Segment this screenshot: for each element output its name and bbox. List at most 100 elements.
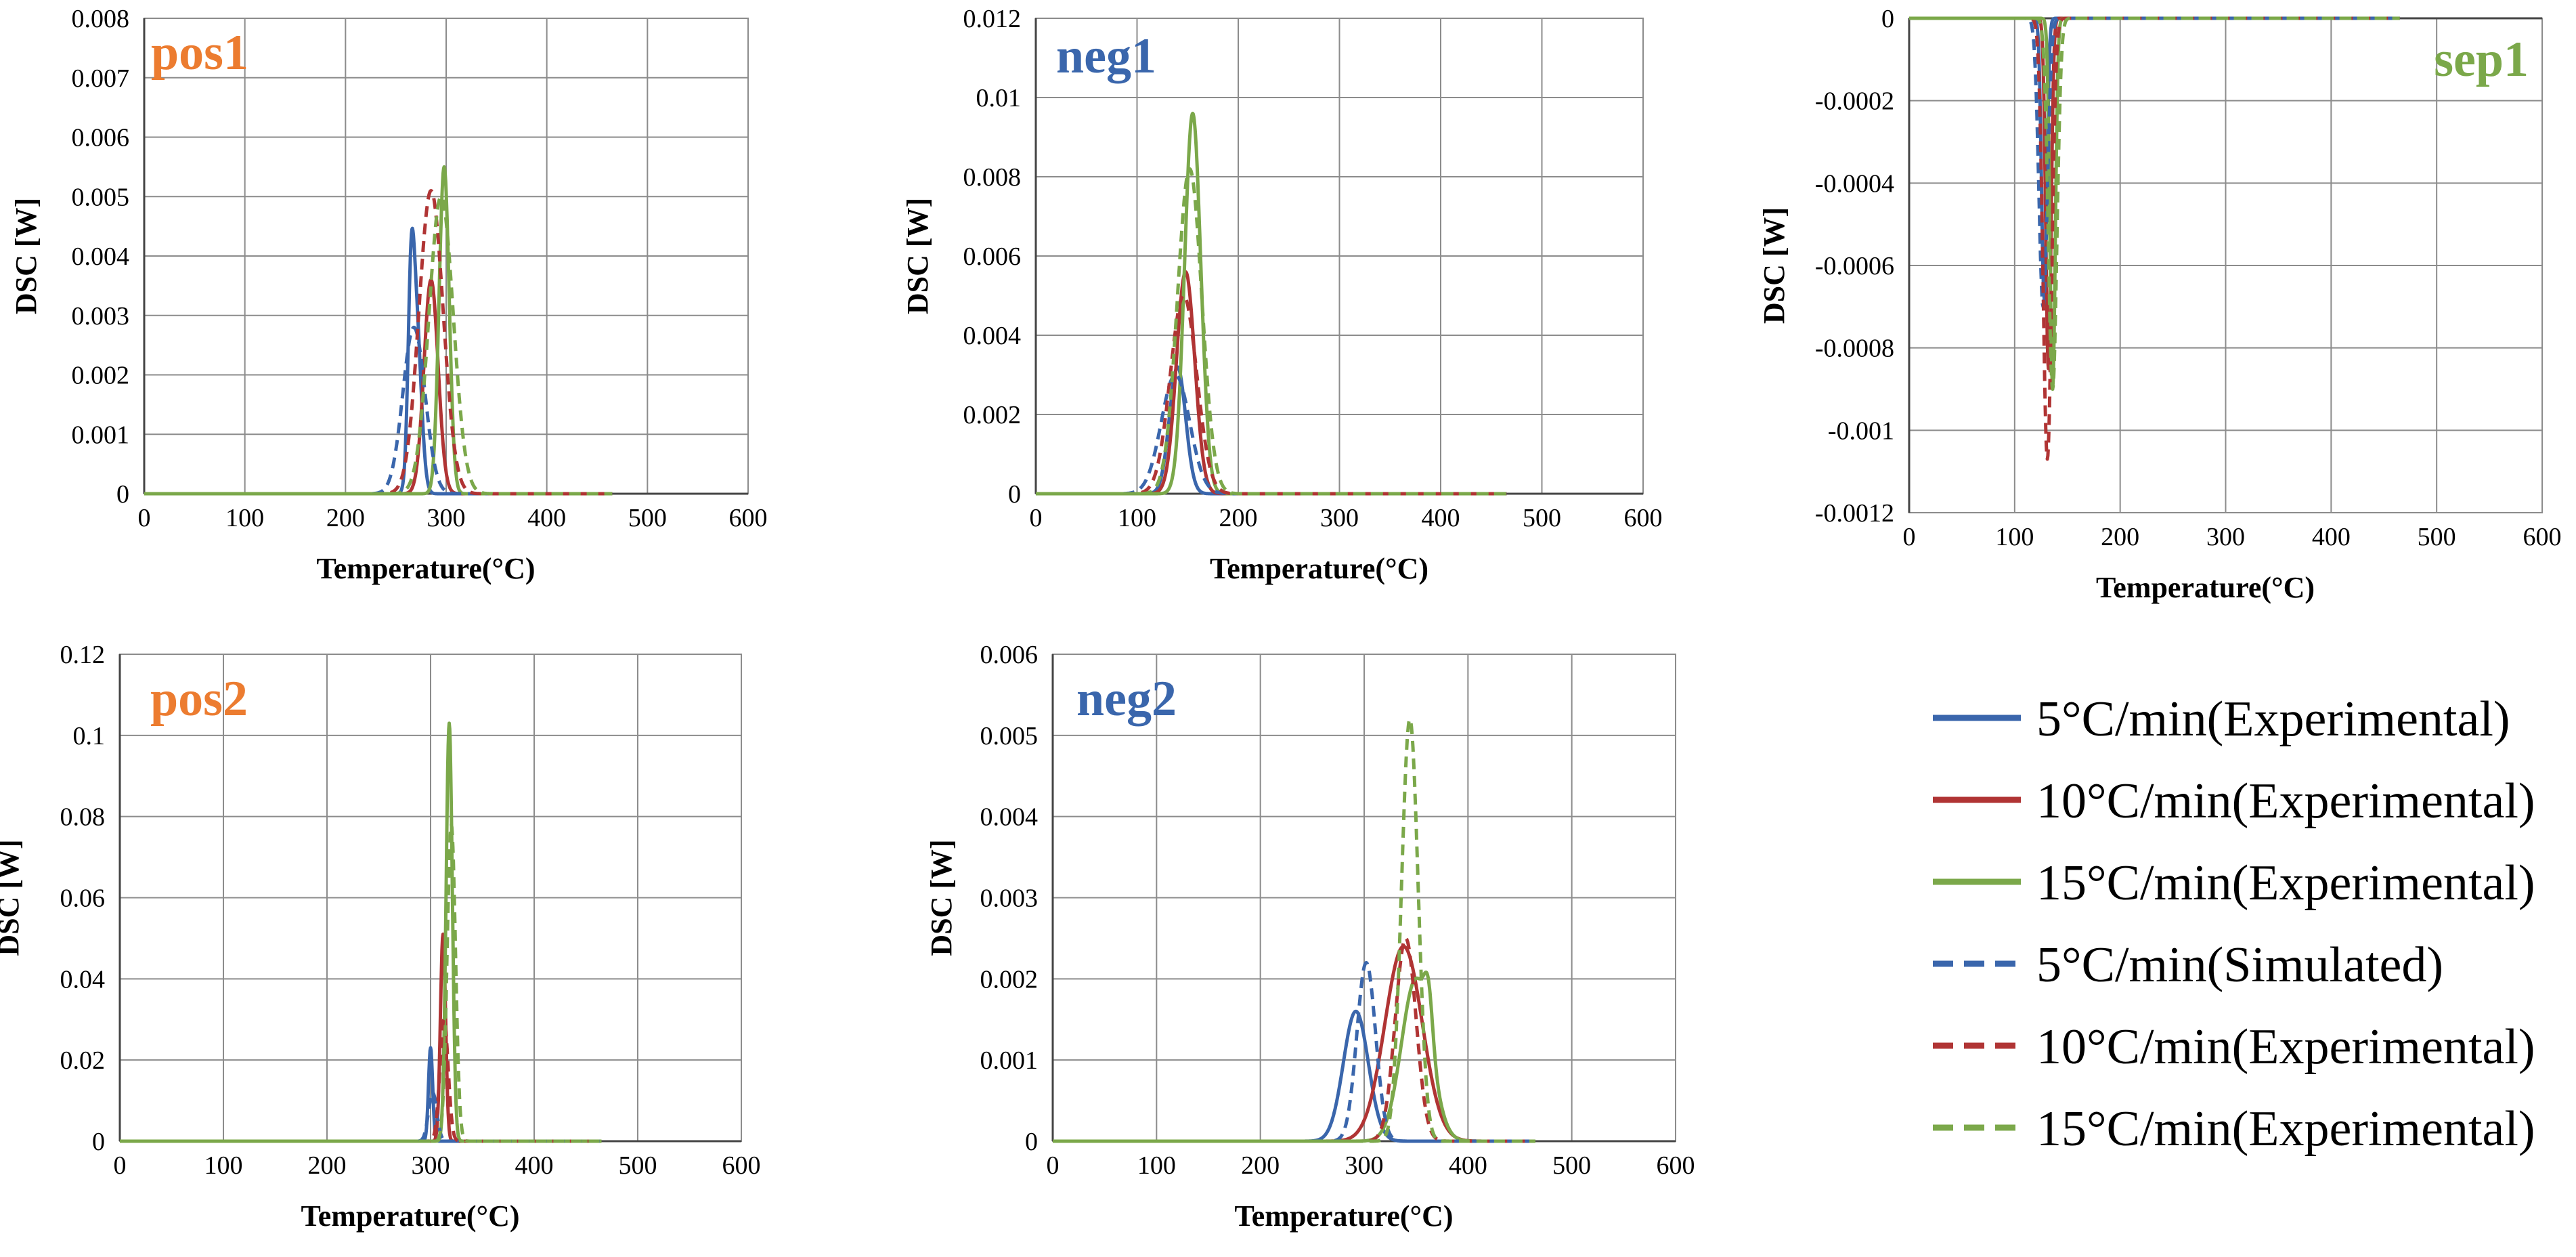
chart-pos2: 0 100 200 300 400 500 600 0 0.02 0.04 0.06 0.08 0.1 0… <box>0 641 761 1233</box>
sep1-y-tick-label: -0.0006 <box>1815 252 1894 280</box>
pos2-y-tick-label: 0.12 <box>60 641 106 669</box>
neg2-y-tick-label: 0.004 <box>980 803 1039 832</box>
pos1-y-tick-label: 0.008 <box>72 5 130 33</box>
legend-label: 10°C/min(Experimental) <box>2036 1019 2535 1075</box>
sep1-y-tick-label: -0.0004 <box>1815 169 1894 198</box>
sep1-y-tick-label: -0.001 <box>1828 417 1894 445</box>
pos1-x-tick-label: 400 <box>527 504 566 532</box>
pos2-x-tick-label: 500 <box>619 1151 657 1180</box>
sep1-x-tick-label: 200 <box>2101 523 2139 551</box>
sep1-y-tick-label: -0.0012 <box>1815 499 1894 528</box>
neg2-y-tick-label: 0.001 <box>980 1046 1039 1075</box>
pos1-x-tick-label: 600 <box>729 504 768 532</box>
neg1-series-6-dashed <box>1034 167 1508 496</box>
sep1-x-tick-label: 500 <box>2418 523 2456 551</box>
neg1-y-tick-label: 0.01 <box>976 84 1022 112</box>
pos1-series-6-dashed <box>143 194 614 496</box>
neg2-series-6-dashed <box>1051 717 1537 1143</box>
pos1-panel-label: pos1 <box>151 25 248 81</box>
pos1-y-tick-label: 0.005 <box>72 183 130 211</box>
neg1-x-tick-label: 100 <box>1118 504 1156 532</box>
pos2-series-group <box>118 721 603 1143</box>
neg1-x-axis-title: Temperature(°C) <box>1210 552 1428 585</box>
sep1-x-tick-label: 0 <box>1903 523 1916 551</box>
pos2-x-tick-label: 400 <box>515 1151 554 1180</box>
sep1-x-tick-label: 300 <box>2206 523 2245 551</box>
legend-label: 5°C/min(Simulated) <box>2036 937 2443 993</box>
neg2-y-tick-label: 0.003 <box>980 885 1039 913</box>
pos1-x-tick-label: 300 <box>427 504 466 532</box>
legend-label: 10°C/min(Experimental) <box>2036 773 2535 829</box>
pos2-y-axis-title: DSC [W] <box>0 839 25 956</box>
neg2-x-tick-label: 200 <box>1241 1151 1280 1180</box>
pos1-y-tick-label: 0.007 <box>72 64 130 93</box>
neg2-panel-label: neg2 <box>1076 671 1177 727</box>
neg1-x-tick-label: 600 <box>1624 504 1663 532</box>
pos2-panel-label: pos2 <box>150 671 248 727</box>
pos2-y-tick-label: 0.06 <box>60 885 106 913</box>
neg1-y-tick-label: 0.012 <box>963 5 1022 33</box>
neg1-x-tick-label: 400 <box>1422 504 1460 532</box>
neg1-x-tick-label: 200 <box>1219 504 1258 532</box>
chart-neg1: 0 100 200 300 400 500 600 0 0.002 0.004 0.006 0.008… <box>901 5 1663 585</box>
pos2-y-tick-label: 0.08 <box>60 803 106 832</box>
neg2-y-tick-label: 0.006 <box>980 641 1039 669</box>
pos2-y-tick-label: 0.04 <box>60 965 106 994</box>
pos2-y-tick-label: 0.1 <box>73 722 106 750</box>
sep1-y-tick-label: -0.0008 <box>1815 335 1894 363</box>
legend-label: 15°C/min(Experimental) <box>2036 855 2535 911</box>
neg1-y-tick-label: 0.002 <box>963 401 1022 429</box>
neg1-panel-label: neg1 <box>1056 28 1156 84</box>
neg1-x-tick-label: 500 <box>1523 504 1561 532</box>
chart-sep1: 0 100 200 300 400 500 600 -0.0012 -0.001 -0.0008 -… <box>1758 5 2562 604</box>
pos1-y-tick-label: 0.003 <box>72 302 130 331</box>
pos1-y-tick-label: 0 <box>116 480 129 509</box>
neg2-x-tick-label: 300 <box>1345 1151 1384 1180</box>
legend: 5°C/min(Experimental) 10°C/min(Experiment… <box>1933 691 2535 1157</box>
sep1-y-axis-title: DSC [W] <box>1758 207 1791 324</box>
sep1-series-group <box>1908 16 2401 461</box>
pos1-y-tick-label: 0.002 <box>72 362 130 390</box>
neg2-x-tick-label: 100 <box>1137 1151 1176 1180</box>
pos2-y-tick-label: 0.02 <box>60 1046 106 1075</box>
neg1-y-axis-title: DSC [W] <box>901 198 934 314</box>
pos1-y-axis-title: DSC [W] <box>9 198 43 314</box>
sep1-panel-label: sep1 <box>2434 32 2529 87</box>
pos2-x-tick-label: 200 <box>308 1151 347 1180</box>
neg2-x-axis-title: Temperature(°C) <box>1234 1199 1453 1233</box>
legend-entry-2: 10°C/min(Experimental) <box>1933 773 2535 829</box>
pos1-y-tick-label: 0.001 <box>72 421 130 449</box>
legend-entry-5: 10°C/min(Experimental) <box>1933 1019 2535 1075</box>
chart-panels: 0 100 200 300 400 500 600 0 0.001 0.002 0.003 0.004… <box>0 5 2562 1233</box>
neg1-series-group <box>1034 111 1508 496</box>
sep1-x-tick-label: 600 <box>2523 523 2562 551</box>
pos2-x-tick-label: 300 <box>412 1151 450 1180</box>
neg2-x-tick-label: 0 <box>1047 1151 1060 1180</box>
neg2-y-tick-label: 0.005 <box>980 722 1039 750</box>
pos1-x-tick-label: 200 <box>326 504 365 532</box>
pos2-x-axis-title: Temperature(°C) <box>301 1199 519 1233</box>
sep1-x-tick-label: 100 <box>1995 523 2034 551</box>
pos1-x-tick-label: 500 <box>628 504 667 532</box>
sep1-x-tick-label: 400 <box>2312 523 2351 551</box>
legend-label: 15°C/min(Experimental) <box>2036 1101 2535 1157</box>
neg1-y-tick-label: 0 <box>1008 480 1021 509</box>
neg2-y-axis-title: DSC [W] <box>925 839 958 956</box>
neg2-y-tick-label: 0 <box>1025 1128 1038 1156</box>
pos1-series-group <box>143 165 614 496</box>
neg2-x-tick-label: 500 <box>1552 1151 1591 1180</box>
pos1-x-tick-label: 0 <box>138 504 151 532</box>
neg1-y-tick-label: 0.008 <box>963 163 1022 192</box>
chart-pos1: 0 100 200 300 400 500 600 0 0.001 0.002 0.003 0.004… <box>9 5 768 585</box>
legend-entry-4: 5°C/min(Simulated) <box>1933 937 2443 993</box>
neg1-x-tick-label: 300 <box>1320 504 1359 532</box>
neg2-series-group <box>1051 717 1537 1143</box>
legend-entry-1: 5°C/min(Experimental) <box>1933 691 2510 747</box>
sep1-y-tick-label: 0 <box>1881 5 1894 33</box>
neg1-y-tick-label: 0.004 <box>963 322 1022 350</box>
legend-entry-3: 15°C/min(Experimental) <box>1933 855 2535 911</box>
pos1-x-axis-title: Temperature(°C) <box>316 552 535 585</box>
legend-entry-6: 15°C/min(Experimental) <box>1933 1101 2535 1157</box>
pos2-x-tick-label: 100 <box>204 1151 243 1180</box>
